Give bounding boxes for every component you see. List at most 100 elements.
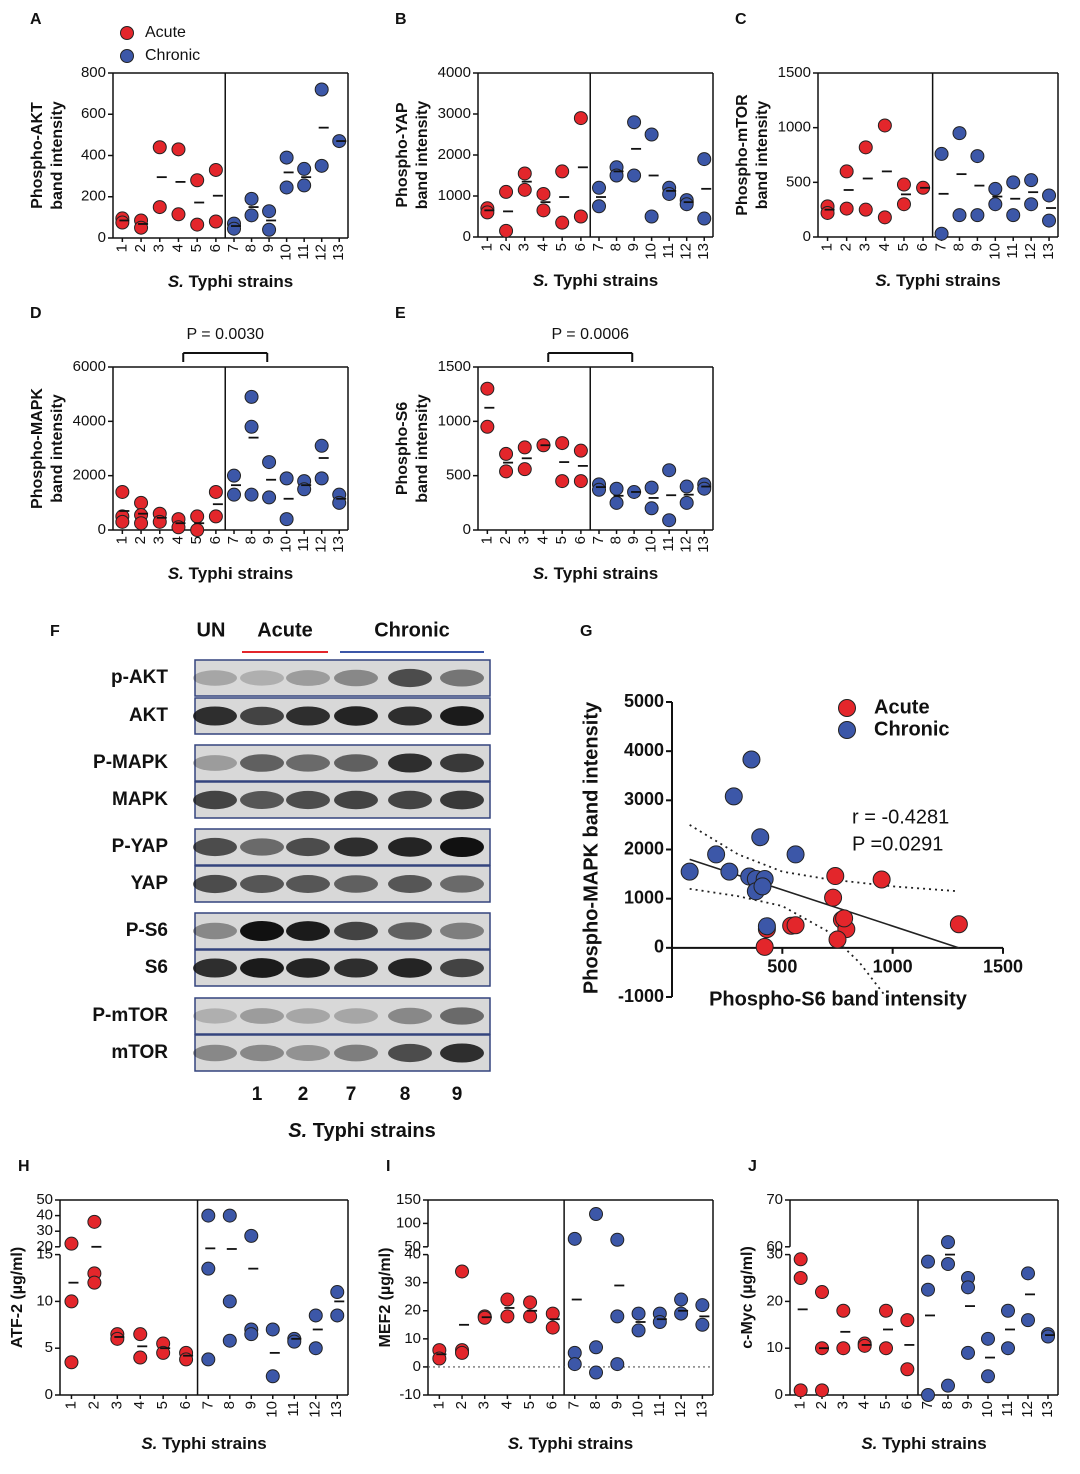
data-point: [480, 381, 495, 396]
data-point: [839, 201, 854, 216]
data-point: [171, 207, 186, 222]
y-tick-label: 5: [45, 1339, 53, 1356]
data-point: [835, 909, 854, 928]
data-point: [110, 1331, 125, 1346]
data-point: [517, 440, 532, 455]
data-point: [573, 209, 588, 224]
data-point: [567, 1231, 582, 1246]
x-tick-label: 2: [132, 536, 149, 544]
data-point: [555, 474, 570, 489]
x-tick-label: 1500: [983, 957, 1023, 977]
panel-letter: F: [50, 623, 60, 640]
y-axis-label: band intensity: [49, 394, 66, 503]
lane-label: 2: [298, 1084, 309, 1105]
blot-band: [334, 669, 378, 687]
data-point: [952, 126, 967, 141]
x-axis-label-text: Typhi strains: [554, 564, 659, 583]
data-point: [227, 487, 242, 502]
x-tick-label: 7: [199, 1401, 216, 1409]
data-point: [941, 1235, 955, 1250]
y-axis-label: Phospho-MAPK: [29, 388, 46, 509]
y-tick-label: 0: [463, 521, 471, 538]
x-tick-label: 5: [521, 1401, 538, 1409]
data-point: [839, 164, 854, 179]
data-point: [858, 140, 873, 155]
blot-band: [334, 754, 378, 772]
data-point: [152, 200, 167, 215]
x-tick-label: 6: [914, 243, 931, 251]
data-point: [265, 1369, 280, 1384]
y-axis-label: Phospho-S6: [394, 402, 411, 495]
data-point: [536, 203, 551, 218]
data-point: [815, 1383, 829, 1398]
y-tick-label: 20: [404, 1302, 421, 1319]
data-point: [679, 495, 694, 510]
y-axis-label: Phospho-mTOR: [734, 94, 751, 216]
blot-band: [286, 754, 330, 772]
blot-band: [334, 921, 378, 941]
legend-marker: [838, 699, 856, 717]
data-point: [244, 208, 259, 223]
y-tick-label: 1500: [778, 64, 811, 81]
x-tick-label: 7: [933, 243, 950, 251]
x-tick-label: 11: [285, 1401, 302, 1417]
data-point: [680, 862, 699, 881]
y-axis-label: Phospho-MAPK band intensity: [580, 701, 602, 994]
y-tick-label: 0: [775, 1386, 783, 1403]
x-tick-label: 4: [498, 1401, 515, 1409]
data-point: [900, 1362, 915, 1377]
blot-band: [334, 1008, 378, 1024]
x-tick-label: 10: [630, 1401, 647, 1418]
data-point: [652, 1314, 667, 1329]
data-point: [314, 158, 329, 173]
x-tick-label: 1: [792, 1401, 809, 1409]
blot-band: [240, 1044, 284, 1062]
blot-band: [334, 706, 378, 726]
blot-band: [240, 754, 284, 772]
x-tick-label: 3: [151, 244, 168, 252]
x-tick-label: 8: [587, 1401, 604, 1409]
x-tick-label: 12: [313, 244, 330, 261]
x-tick-label: 10: [643, 243, 660, 260]
x-axis-label: S. Typhi strains: [141, 1434, 266, 1453]
data-point: [208, 162, 223, 177]
data-point: [742, 750, 761, 769]
x-tick-label: 2: [85, 1401, 102, 1409]
y-tick-label: 0: [413, 1358, 421, 1375]
x-tick-label: 8: [243, 536, 260, 544]
y-tick-label: 3000: [624, 789, 664, 809]
x-tick-label: 11: [660, 536, 677, 552]
x-tick-label: 13: [695, 536, 712, 553]
data-point: [662, 463, 677, 478]
y-tick-label: 70: [766, 1191, 783, 1208]
x-tick-label: 4: [131, 1401, 148, 1409]
blot-band: [440, 669, 484, 687]
x-tick-label: 10: [979, 1401, 996, 1418]
y-axis-label: ATF-2 (µg/ml): [9, 1247, 26, 1348]
data-point: [609, 495, 624, 510]
data-point: [499, 446, 514, 461]
data-point: [573, 443, 588, 458]
panel-letter: G: [580, 623, 592, 640]
x-tick-label: 7: [590, 536, 607, 544]
blot-band: [193, 958, 237, 978]
blot-band: [240, 1008, 284, 1024]
blot-band: [440, 837, 484, 857]
blot-band: [334, 837, 378, 857]
data-point: [793, 1383, 808, 1398]
data-point: [279, 471, 294, 486]
data-point: [877, 118, 892, 133]
data-point: [227, 221, 242, 236]
data-point: [567, 1357, 582, 1372]
x-tick-label: 9: [625, 243, 642, 251]
y-tick-label: 1000: [438, 412, 471, 429]
data-point: [1006, 175, 1021, 190]
data-point: [589, 1207, 604, 1222]
data-point: [631, 1306, 646, 1321]
data-point: [589, 1340, 604, 1355]
data-point: [836, 1341, 851, 1356]
x-tick-label: 11: [295, 536, 312, 552]
lane-label: 1: [252, 1084, 263, 1105]
x-tick-label: 1: [430, 1401, 447, 1409]
data-point: [793, 1252, 808, 1267]
